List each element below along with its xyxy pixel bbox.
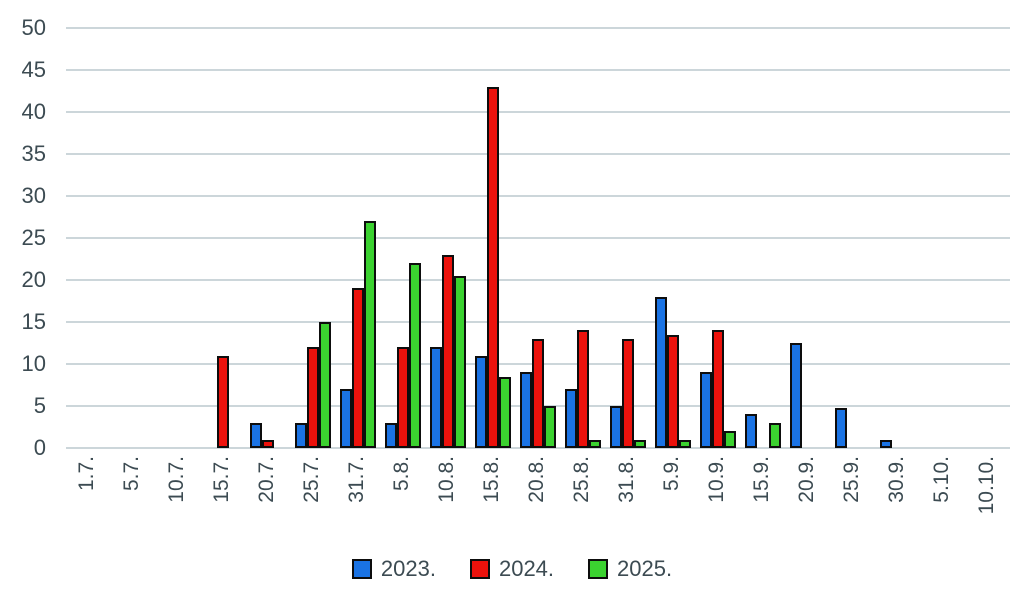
x-tick-label: 25.7. xyxy=(300,456,324,503)
bar-2024-25-8- xyxy=(576,330,589,448)
bar-2024-25-7- xyxy=(307,347,320,448)
bar-2023-15-9- xyxy=(744,414,757,448)
legend-label: 2024. xyxy=(498,556,555,581)
bar-2023-15-8- xyxy=(475,355,488,448)
bar-2024-31-8- xyxy=(621,338,634,448)
bar-2023-10-9- xyxy=(699,372,712,448)
bar-2024-20-8- xyxy=(532,338,544,448)
bar-2023-31-7- xyxy=(340,389,353,448)
y-tick-label: 0 xyxy=(33,435,46,460)
bar-2025-15-8- xyxy=(499,376,512,448)
bar-2024-15-7- xyxy=(217,355,230,448)
y-tick-label: 15 xyxy=(21,309,46,334)
gridline-35 xyxy=(66,153,1010,155)
x-tick-label: 25.8. xyxy=(569,456,593,503)
gridline-15 xyxy=(66,321,1010,323)
x-tick-label: 31.7. xyxy=(345,456,369,503)
x-tick-label: 10.7. xyxy=(165,456,189,503)
gridline-45 xyxy=(66,69,1010,71)
x-tick-label: 1.7. xyxy=(75,456,99,492)
bar-2023-10-8- xyxy=(430,347,443,448)
bar-2023-25-8- xyxy=(564,389,577,448)
gridline-20 xyxy=(66,279,1010,281)
gridline-25 xyxy=(66,237,1010,239)
bar-2023-20-8- xyxy=(520,372,532,448)
x-tick-label: 10.10. xyxy=(974,456,998,515)
bar-2025-31-7- xyxy=(364,221,377,448)
gridline-50 xyxy=(66,27,1010,29)
x-tick-label: 31.8. xyxy=(614,456,638,503)
bar-2023-5-9- xyxy=(654,296,667,448)
x-tick-label: 20.9. xyxy=(794,456,818,503)
x-tick-label: 25.9. xyxy=(839,456,863,503)
bar-2025-5-8- xyxy=(409,263,422,448)
x-tick-label: 10.8. xyxy=(435,456,459,503)
x-tick-label: 15.9. xyxy=(749,456,773,503)
x-tick-label: 15.8. xyxy=(480,456,504,503)
bar-2024-5-9- xyxy=(666,334,679,448)
legend-swatch-icon xyxy=(351,559,372,579)
x-tick-label: 10.9. xyxy=(704,456,728,503)
y-tick-label: 50 xyxy=(21,15,46,40)
gridline-30 xyxy=(66,195,1010,197)
bar-2024-20-7- xyxy=(262,439,275,448)
bar-2024-10-8- xyxy=(442,254,455,448)
y-tick-label: 35 xyxy=(21,141,46,166)
x-tick-label: 5.7. xyxy=(120,456,144,492)
bar-2023-20-7- xyxy=(250,422,263,448)
legend-label: 2023. xyxy=(380,556,436,581)
bar-2023-5-8- xyxy=(385,422,398,448)
legend-item-2024: 2024. xyxy=(469,556,555,582)
y-tick-label: 25 xyxy=(21,225,46,250)
y-tick-label: 20 xyxy=(21,267,46,292)
x-tick-label: 5.9. xyxy=(659,456,683,492)
bar-2025-10-8- xyxy=(454,275,467,448)
x-tick-label: 30.9. xyxy=(884,456,908,503)
bar-2025-20-8- xyxy=(544,406,556,448)
x-tick-label: 5.10. xyxy=(929,456,953,503)
bar-2023-20-9- xyxy=(789,343,802,448)
y-tick-label: 40 xyxy=(21,99,46,124)
bar-2024-31-7- xyxy=(352,288,365,448)
y-tick-label: 45 xyxy=(21,57,46,82)
legend-label: 2025. xyxy=(617,556,673,581)
bar-2025-5-9- xyxy=(678,439,691,448)
x-tick-label: 20.8. xyxy=(525,456,548,503)
legend-item-2023: 2023. xyxy=(351,556,436,582)
y-tick-label: 5 xyxy=(33,393,46,418)
x-tick-label: 15.7. xyxy=(210,456,234,503)
bar-2023-25-9- xyxy=(834,407,847,448)
bar-2025-15-9- xyxy=(768,422,781,448)
y-tick-label: 10 xyxy=(21,351,46,376)
gridline-0 xyxy=(66,447,1010,449)
legend-swatch-icon xyxy=(469,559,490,579)
bar-2025-25-7- xyxy=(319,322,332,448)
bar-2024-10-9- xyxy=(711,330,724,448)
legend-item-2025: 2025. xyxy=(588,556,672,582)
bar-2024-15-8- xyxy=(487,86,500,448)
bar-2025-25-8- xyxy=(588,439,601,448)
bar-2023-25-7- xyxy=(295,422,308,448)
bar-2024-5-8- xyxy=(397,347,410,448)
legend-swatch-icon xyxy=(588,559,609,579)
gridline-40 xyxy=(66,111,1010,113)
x-tick-label: 5.8. xyxy=(390,456,414,492)
legend: 2023. 2024. 2025. xyxy=(0,556,1024,582)
bar-2023-30-9- xyxy=(879,439,892,448)
bar-2025-10-9- xyxy=(723,431,736,448)
x-tick-label: 20.7. xyxy=(255,456,279,503)
bar-2023-31-8- xyxy=(609,406,622,448)
bar-2025-31-8- xyxy=(633,439,646,448)
y-tick-label: 30 xyxy=(21,183,46,208)
